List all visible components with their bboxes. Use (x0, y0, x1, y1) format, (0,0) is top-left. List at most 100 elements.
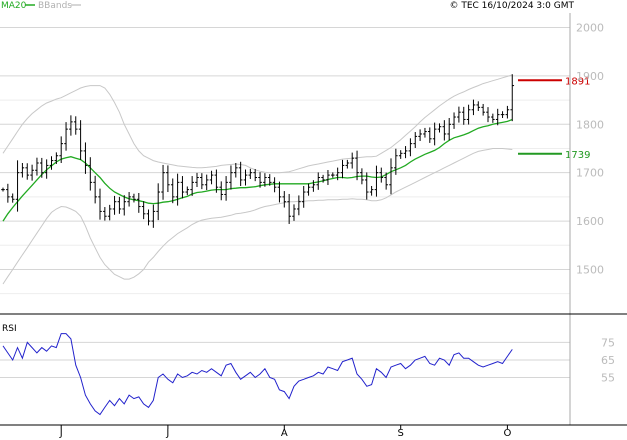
rsi-grid (0, 341, 570, 379)
bbands (2, 74, 513, 285)
price-levels: 1891 1739 (518, 76, 590, 161)
ohlc-bar (151, 204, 156, 228)
ohlc-bar (292, 204, 296, 221)
ohlc-bar (170, 178, 175, 204)
x-tick-label: S (398, 428, 404, 439)
ohlc-bar (146, 209, 151, 226)
x-tick-label: O (503, 428, 511, 439)
ohlc-bar (190, 176, 194, 196)
ohlc-bar (437, 123, 442, 133)
price-y-tick-label: 1900 (576, 70, 604, 83)
ohlc-bar (59, 136, 63, 163)
ohlc-bar (54, 152, 59, 164)
ohlc-bar (83, 142, 88, 174)
ohlc-bar (1, 187, 5, 192)
ohlc-bar (398, 150, 403, 159)
ohlc-bar (500, 111, 505, 118)
ohlc-bar (122, 195, 127, 216)
rsi-line (2, 333, 513, 416)
ohlc-bar (137, 193, 141, 213)
ohlc-bar (350, 152, 354, 169)
ohlc-bar (185, 186, 190, 196)
ma20-line (2, 118, 513, 222)
ohlc-bar (253, 169, 257, 182)
legend: MA20 BBands (1, 1, 81, 11)
bbands-lower-line (2, 148, 513, 285)
ohlc-bar (311, 180, 316, 192)
ohlc-bar (204, 174, 209, 191)
ohlc-bar (93, 175, 97, 204)
ohlc-bar (161, 164, 165, 200)
ohlc-bar (403, 146, 408, 159)
ma20 (2, 118, 513, 222)
ohlc-bar (117, 196, 122, 214)
ohlc-bar (112, 195, 117, 215)
ohlc-bar (234, 163, 238, 178)
ohlc-bar (457, 106, 461, 123)
ohlc-bar (476, 101, 481, 111)
ohlc-bar (248, 168, 253, 179)
ohlc-bar (452, 112, 456, 129)
ohlc-bar (335, 167, 340, 181)
ohlc-bar (258, 172, 262, 188)
ohlc-bar (98, 188, 102, 220)
ohlc-bar (132, 193, 136, 203)
price-grid (0, 27, 570, 295)
ohlc-bar (369, 185, 374, 196)
x-tick-label: A (281, 428, 288, 439)
ohlc-bar (263, 173, 267, 187)
ohlc-bar (127, 192, 131, 207)
ohlc-bar (35, 157, 39, 176)
ohlc-bar (461, 106, 466, 125)
ohlc-bar (20, 163, 25, 178)
ohlc-bar (214, 169, 219, 193)
ohlc-bar (64, 122, 68, 151)
ohlc-bar (505, 105, 510, 119)
ohlc-bar (360, 168, 364, 185)
ohlc-bar (88, 157, 93, 191)
ohlc-bar (195, 172, 199, 187)
ohlc-bar (69, 115, 73, 136)
x-tick-label: J (59, 428, 63, 439)
ohlc-bar (379, 167, 384, 183)
price-y-tick-label: 1800 (576, 118, 604, 131)
ohlc-bar (442, 120, 447, 141)
level-label: 1891 (565, 76, 590, 87)
ohlc-bar (481, 103, 485, 116)
ohlc-bar (229, 165, 233, 190)
rsi-panel-label: RSI (2, 324, 17, 334)
ohlc-bar (49, 156, 54, 170)
ohlc-bar (394, 148, 398, 175)
ohlc-bar (428, 127, 432, 143)
ohlc-bar (25, 163, 30, 180)
ohlc-bar (78, 120, 83, 160)
ohlc-bar (384, 172, 388, 190)
ohlc-bar (10, 193, 15, 203)
ohlc-bar (238, 161, 243, 186)
rsi-y-tick-label: 65 (601, 354, 615, 367)
ohlc-bar (301, 185, 306, 208)
ohlc-bar (272, 177, 277, 193)
rsi-y-tick-label: 55 (601, 372, 615, 385)
ohlc-bar (267, 174, 272, 186)
price-y-tick-label: 1500 (576, 263, 604, 276)
ohlc-bar (331, 172, 335, 178)
ohlc-bar (156, 183, 160, 221)
ohlc-bar (209, 170, 214, 185)
ohlc-bar (15, 160, 20, 212)
ohlc-bar (466, 104, 471, 125)
ohlc-bar (6, 183, 10, 203)
ohlc-bar (374, 165, 379, 197)
ohlc-bar (423, 127, 427, 138)
ohlc-bar (345, 159, 350, 169)
ohlc-bar (447, 118, 451, 141)
ohlc-bar (486, 107, 490, 123)
ohlc-bar (340, 159, 345, 179)
ohlc-bar (180, 176, 185, 199)
ohlc-bar (408, 138, 413, 157)
bbands-upper-line (2, 74, 513, 174)
ohlc-bar (166, 165, 170, 193)
price-bars (1, 74, 515, 228)
